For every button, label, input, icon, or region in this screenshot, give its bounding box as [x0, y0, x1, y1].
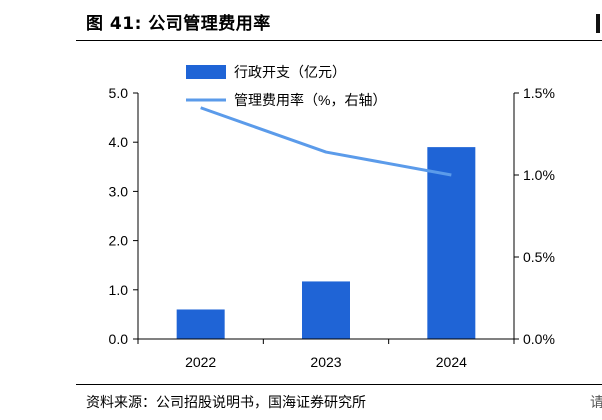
- y-tick-label-right: 1.5%: [523, 85, 555, 101]
- legend-bar-swatch: [186, 65, 226, 79]
- y-tick-label-left: 3.0: [109, 183, 129, 199]
- figure-title: 图 41: 公司管理费用率: [86, 14, 271, 34]
- page-edge-mark: [596, 14, 600, 33]
- expense-ratio-line: [200, 106, 452, 177]
- y-tick-label-left: 0.0: [109, 331, 129, 347]
- y-tick-label-right: 1.0%: [523, 167, 555, 183]
- title-rule: [76, 40, 602, 41]
- cut-off-glyph: 请: [590, 395, 602, 411]
- y-tick-label-left: 5.0: [109, 85, 129, 101]
- bar-2024: [427, 147, 476, 339]
- legend-bar-label: 行政开支（亿元）: [234, 64, 346, 80]
- y-tick-label-right: 0.0%: [523, 331, 555, 347]
- x-tick-label: 2023: [310, 354, 341, 370]
- y-tick-label-right: 0.5%: [523, 249, 555, 265]
- legend-line-label: 管理费用率（%，右轴）: [234, 92, 386, 108]
- source-note: 资料来源：公司招股说明书，国海证券研究所: [86, 395, 366, 411]
- source-rule: [76, 384, 602, 385]
- y-tick-label-left: 4.0: [109, 134, 129, 150]
- y-tick-label-left: 2.0: [109, 233, 129, 249]
- bar-2022: [176, 309, 225, 339]
- x-tick-label: 2022: [185, 354, 216, 370]
- y-tick-label-left: 1.0: [109, 282, 129, 298]
- x-tick-label: 2024: [436, 354, 467, 370]
- bar-2023: [302, 281, 350, 339]
